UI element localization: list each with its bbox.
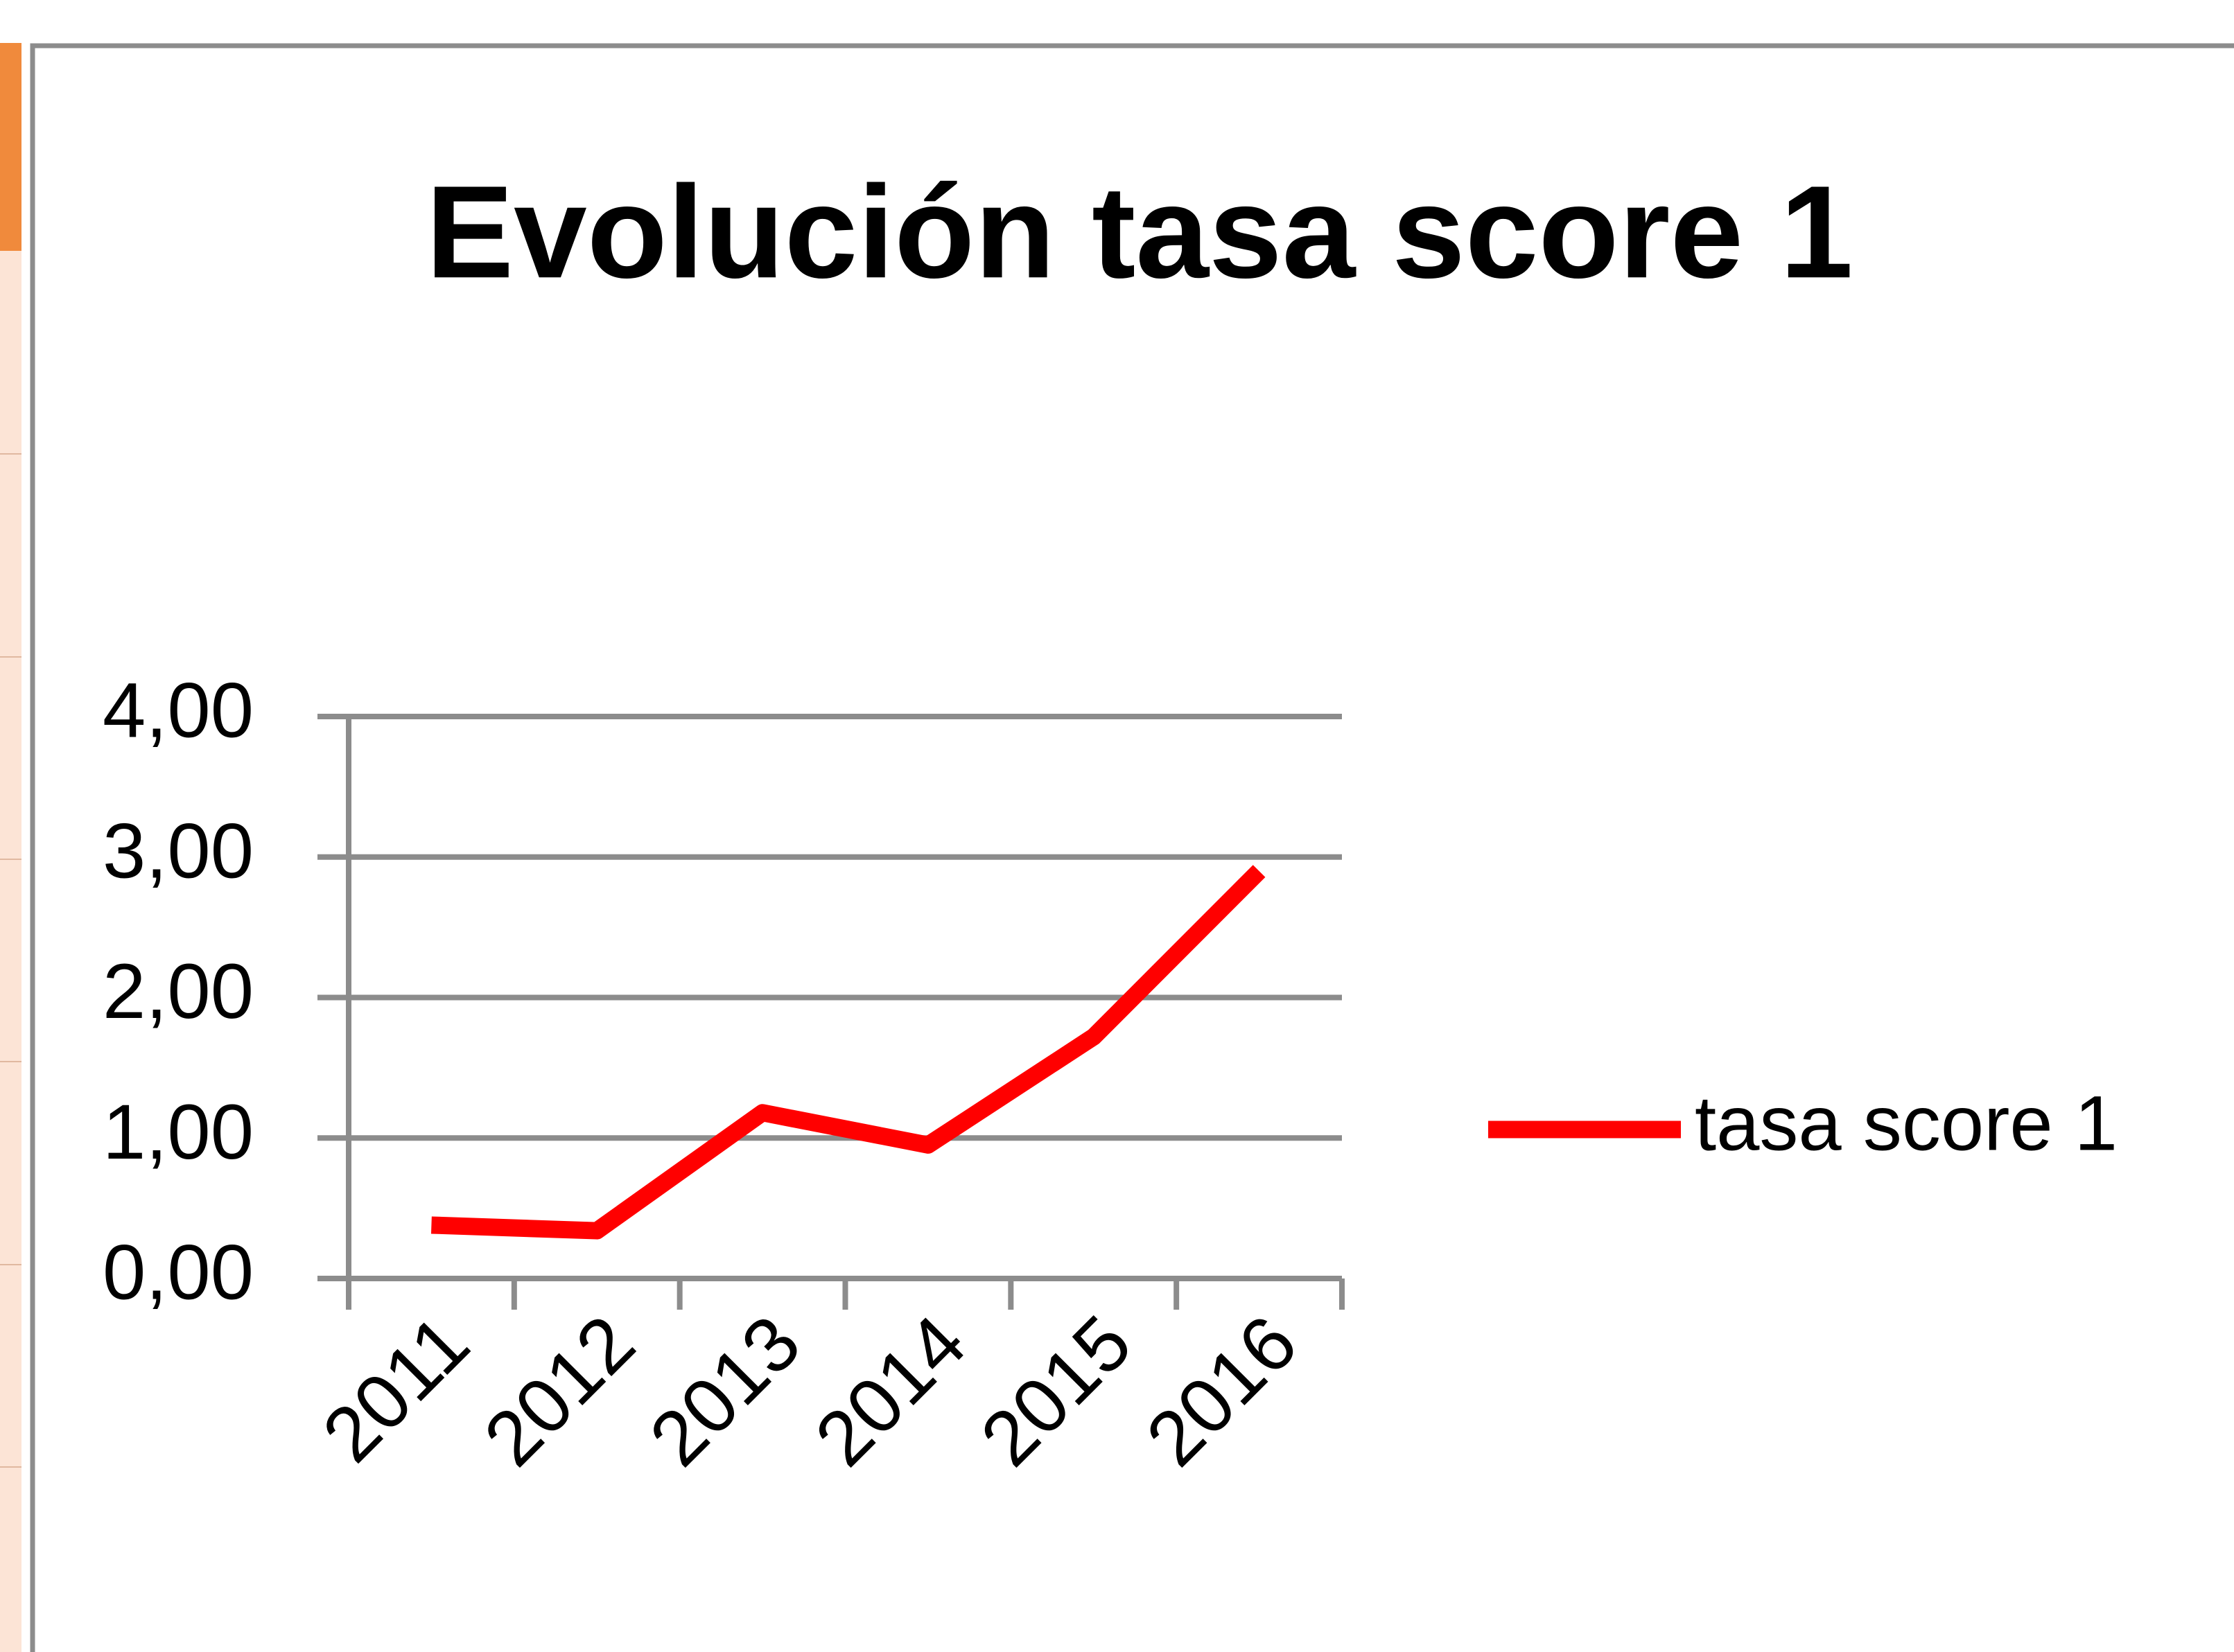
y-tick-label: 1,00	[103, 1089, 254, 1175]
x-tick-label: 2016	[1130, 1299, 1314, 1482]
side-strip	[0, 251, 21, 1652]
y-tick-label: 3,00	[103, 807, 254, 894]
y-tick-label: 2,00	[103, 948, 254, 1035]
x-tick-label: 2013	[633, 1299, 817, 1482]
chart-title: Evolución tasa score 1	[426, 159, 1853, 306]
chart-border	[30, 43, 2234, 1652]
y-tick-label: 0,00	[103, 1229, 254, 1316]
series-line	[430, 865, 1266, 1240]
x-tick-label: 2014	[799, 1299, 982, 1482]
legend-label: tasa score 1	[1695, 1080, 2118, 1167]
y-tick-label: 4,00	[103, 667, 254, 754]
x-tick-label: 2012	[468, 1299, 652, 1482]
x-tick-label: 2015	[964, 1299, 1148, 1482]
side-tab	[0, 43, 21, 251]
side-rows	[0, 453, 21, 1468]
x-tick-label: 2011	[306, 1299, 486, 1478]
